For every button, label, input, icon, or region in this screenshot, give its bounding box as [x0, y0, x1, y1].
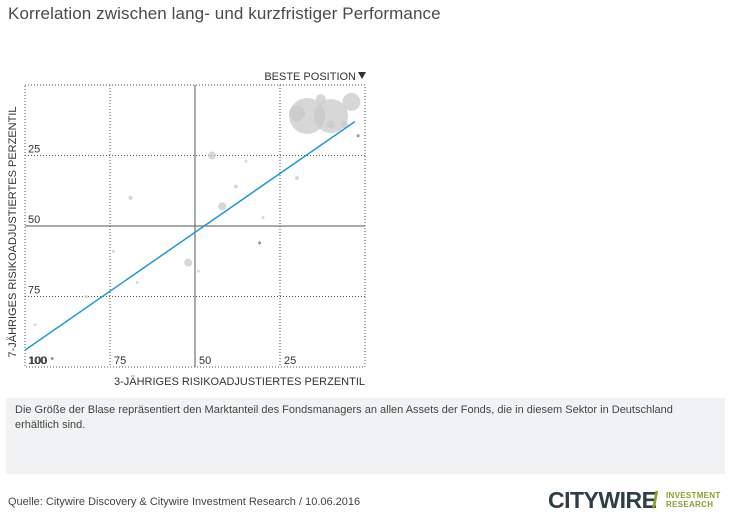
page-title: Korrelation zwischen lang- und kurzfrist…	[8, 4, 441, 23]
y-tick-label: 75	[28, 285, 40, 297]
x-tick-label: 25	[284, 355, 296, 367]
bubble	[258, 241, 262, 245]
bubble	[184, 258, 193, 267]
bubble	[356, 134, 360, 138]
trendline	[24, 121, 356, 351]
bubble	[233, 184, 238, 189]
bubble	[111, 249, 115, 253]
bubble-size-note: Die Größe der Blase repräsentiert den Ma…	[6, 398, 725, 474]
y-tick-label: 100	[28, 355, 46, 367]
x-tick-label: 100	[29, 355, 47, 367]
y-tick-label: 50	[28, 214, 40, 226]
bubble	[128, 195, 133, 200]
best-position-label: BESTE POSITION	[264, 71, 356, 83]
bubble	[261, 216, 265, 220]
x-axis-title: 3-JÄHRIGES RISIKOADJUSTIERTES PERZENTIL	[114, 376, 365, 388]
x-tick-label: 50	[199, 355, 211, 367]
bubble	[341, 120, 349, 128]
bubble	[244, 159, 248, 163]
trendline-layer	[24, 121, 356, 351]
bubble	[289, 105, 305, 122]
bubble	[218, 202, 227, 211]
logo-subtitle: INVESTMENT RESEARCH	[666, 491, 721, 509]
bubble	[295, 176, 299, 181]
bubble	[342, 92, 361, 111]
logo-slash: /	[652, 487, 659, 513]
triangle-down-icon	[358, 72, 366, 79]
plot-border	[24, 84, 366, 368]
logo-subtitle-line2: RESEARCH	[666, 500, 714, 509]
bubble	[208, 151, 216, 160]
logo-wordmark: CITYWIRE	[548, 487, 657, 513]
bubble	[196, 269, 200, 273]
citywire-logo: CITYWIRE / INVESTMENT RESEARCH	[548, 484, 724, 516]
bubble	[315, 94, 326, 105]
source-line: Quelle: Citywire Discovery & Citywire In…	[8, 496, 361, 508]
bubble-layer	[33, 92, 361, 361]
bubble	[50, 357, 54, 361]
y-axis-title: 7-JÄHRIGES RISIKOADJUSTIERTES PERZENTIL	[7, 106, 19, 357]
chart-grid	[24, 84, 366, 368]
bubble	[33, 323, 37, 327]
bubble	[135, 280, 139, 284]
y-tick-label: 25	[28, 144, 40, 156]
bubble	[327, 120, 335, 129]
x-tick-label: 75	[114, 355, 126, 367]
logo-subtitle-line1: INVESTMENT	[666, 491, 721, 500]
bubble	[84, 295, 88, 298]
